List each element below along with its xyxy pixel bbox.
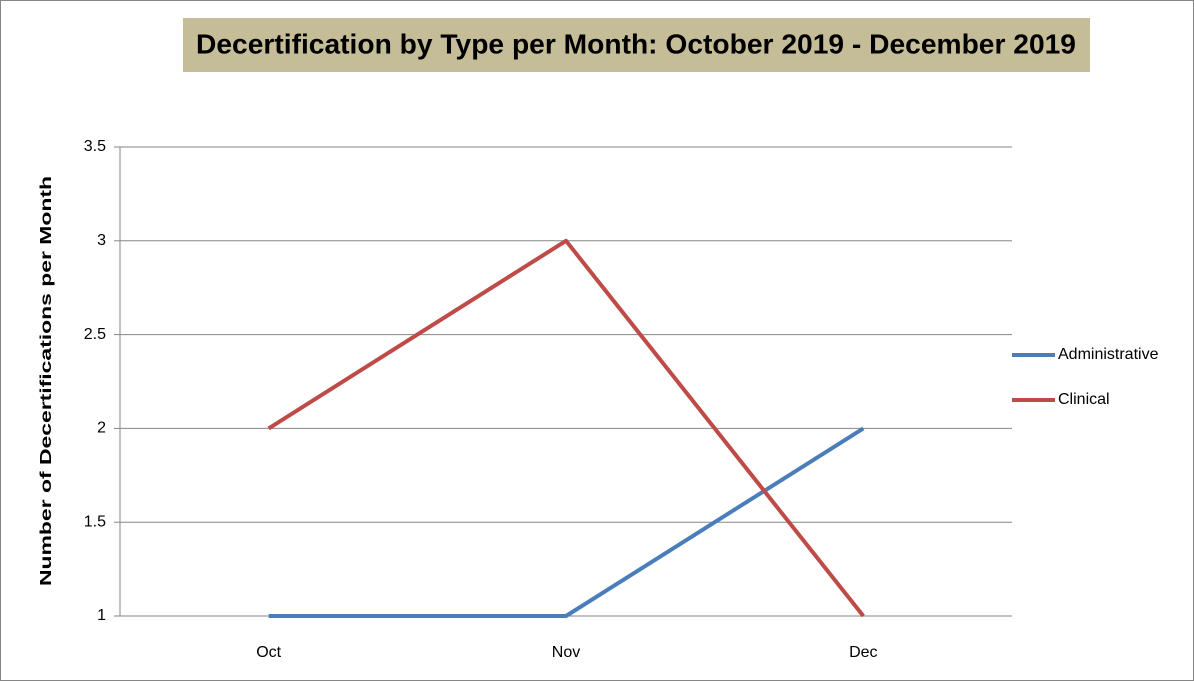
title-box [183,18,1090,72]
legend-label: Administrative [1058,346,1159,363]
y-tick-label: 1.5 [84,513,106,530]
y-tick-label: 3 [97,232,106,249]
x-tick-label: Oct [256,644,281,661]
y-axis-label: Number of Decertifications per Month [38,176,55,586]
series-line [267,238,865,618]
y-tick-label: 2.5 [84,326,106,343]
x-tick-label: Dec [849,644,877,661]
y-tick-label: 1 [97,607,106,624]
y-tick-label: 2 [97,420,106,437]
chart-title: Decertification by Type per Month: Octob… [196,28,1076,59]
legend-label: Clinical [1058,391,1110,408]
y-tick-label: 3.5 [84,138,106,155]
x-tick-label: Nov [552,644,580,661]
